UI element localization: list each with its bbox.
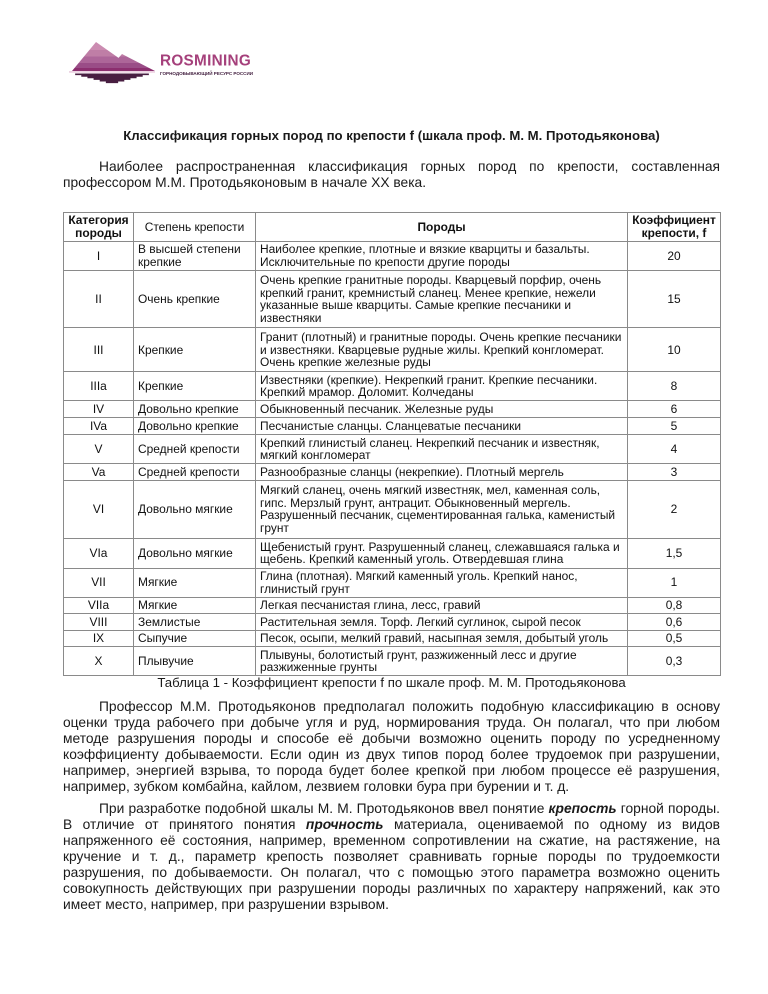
- svg-text:ГОРНОДОБЫВАЮЩИЙ РЕСУРС РОССИИ: ГОРНОДОБЫВАЮЩИЙ РЕСУРС РОССИИ: [160, 69, 253, 76]
- svg-text:ROSMINING: ROSMINING: [160, 53, 251, 70]
